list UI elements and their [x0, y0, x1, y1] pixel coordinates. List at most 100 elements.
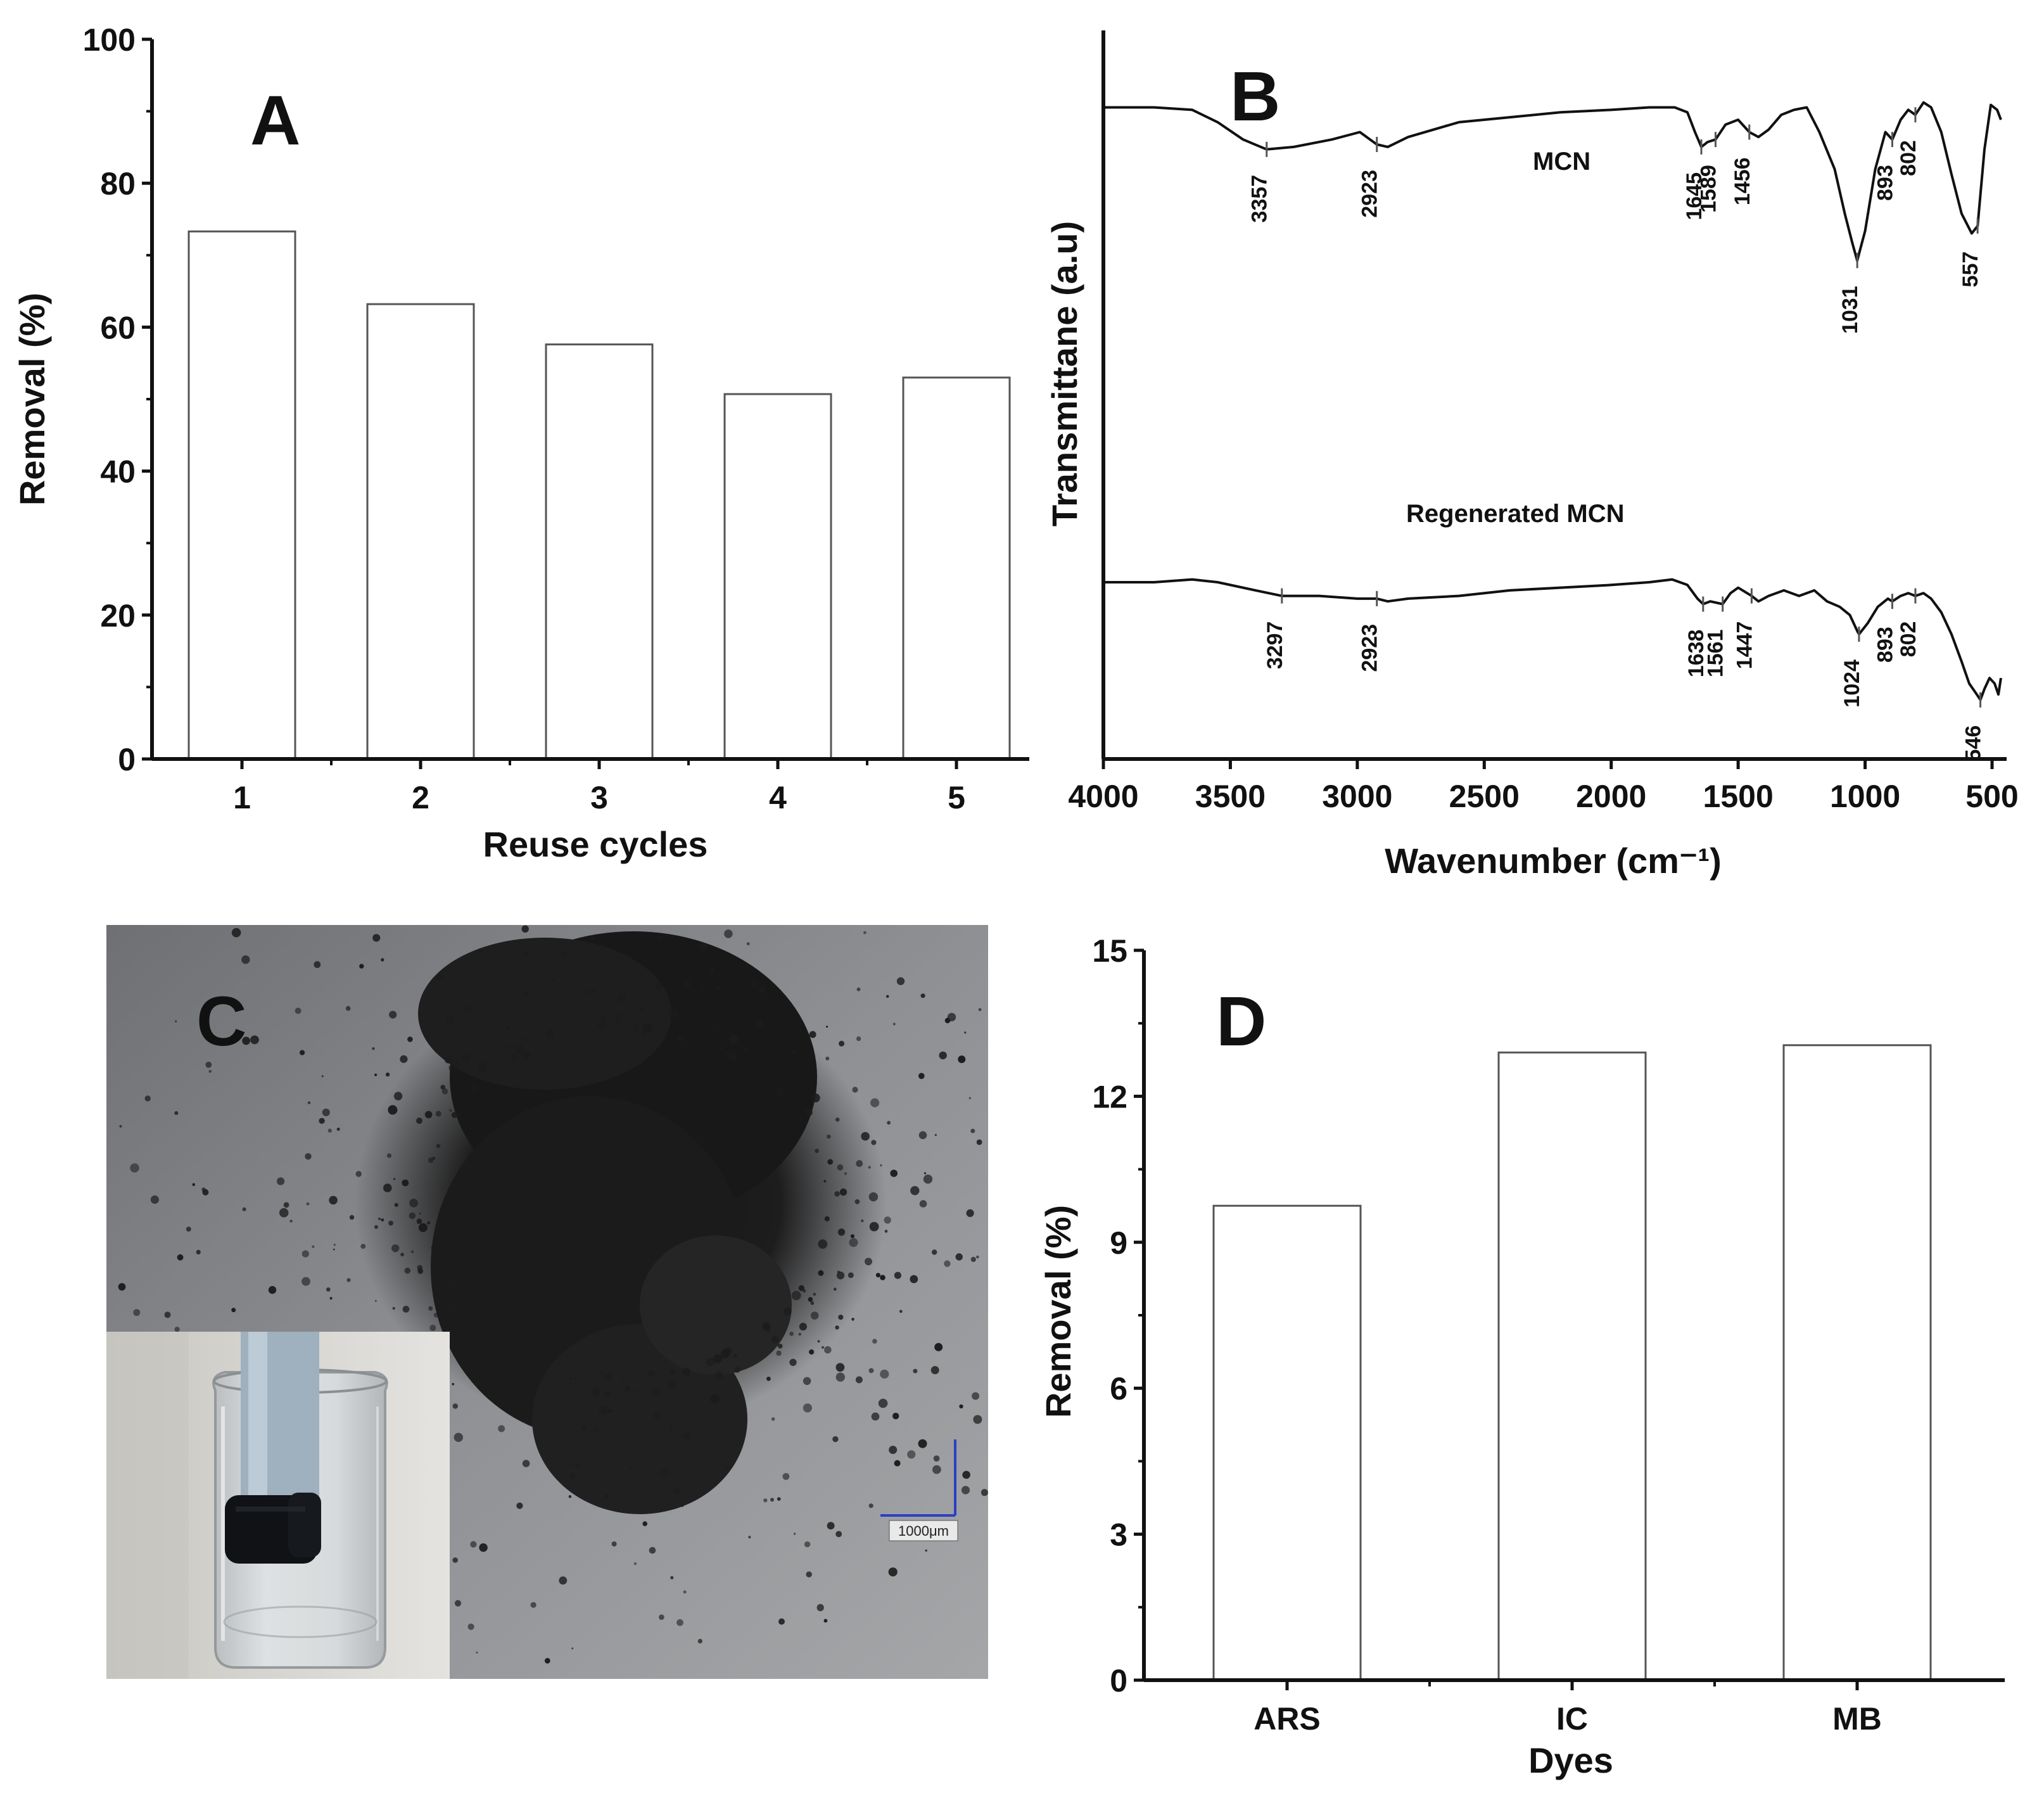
panel-b-x-tick-label: 2000: [1576, 779, 1646, 814]
powder-speck: [724, 929, 733, 938]
panel-d-x-tick-label: MB: [1832, 1701, 1882, 1737]
powder-speck: [910, 1275, 918, 1284]
powder-speck: [709, 967, 716, 974]
powder-speck: [868, 1192, 879, 1202]
powder-speck: [586, 989, 592, 995]
panel-b-peak-label: 1638: [1684, 630, 1708, 678]
powder-speck: [449, 1291, 459, 1301]
powder-speck: [838, 1315, 844, 1320]
powder-speck: [725, 1446, 727, 1449]
powder-speck: [458, 1348, 465, 1355]
panel-d-bar: [1497, 1051, 1647, 1681]
panel-a-bar: [902, 376, 1011, 760]
panel-b-peak-label: 802: [1896, 140, 1920, 176]
powder-speck: [771, 1417, 775, 1421]
panel-d-x-axis-title: Dyes: [1528, 1740, 1613, 1780]
panel-a-y-tick-label: 60: [100, 310, 136, 345]
powder-speck: [417, 1268, 424, 1274]
powder-speck: [718, 1045, 724, 1051]
panel-c-powder: [355, 931, 887, 1514]
powder-speck: [648, 1370, 655, 1377]
powder-speck: [856, 1160, 863, 1167]
powder-speck: [451, 1112, 458, 1118]
powder-speck: [435, 1111, 441, 1117]
powder-speck: [448, 1064, 457, 1072]
powder-speck: [319, 1118, 325, 1124]
powder-speck: [400, 1055, 408, 1063]
powder-speck: [302, 1250, 309, 1258]
panel-b-peak-label: 802: [1896, 622, 1920, 658]
powder-speck: [878, 1398, 888, 1408]
panel-b-series-label-regenerated: Regenerated MCN: [1406, 500, 1625, 528]
powder-speck: [934, 1133, 937, 1137]
powder-speck: [818, 1270, 824, 1276]
powder-speck: [392, 1306, 395, 1310]
powder-speck: [865, 1258, 872, 1266]
powder-speck: [528, 1353, 531, 1356]
powder-speck: [728, 1035, 738, 1044]
powder-speck: [889, 1446, 898, 1454]
powder-speck: [717, 986, 721, 990]
powder-speck: [374, 1073, 378, 1076]
powder-speck: [333, 1244, 336, 1246]
powder-speck: [381, 958, 384, 962]
powder-speck: [970, 1128, 975, 1133]
powder-speck: [592, 987, 597, 992]
powder-speck: [798, 1332, 802, 1336]
powder-speck: [847, 1272, 854, 1278]
powder-speck: [550, 978, 555, 982]
powder-speck: [479, 1543, 488, 1552]
powder-speck: [144, 1095, 151, 1102]
powder-speck: [374, 1225, 378, 1229]
powder-speck: [242, 1036, 250, 1045]
powder-speck: [856, 987, 861, 991]
powder-speck: [818, 1239, 828, 1249]
powder-speck: [329, 1195, 338, 1205]
powder-speck: [597, 1021, 606, 1030]
powder-speck: [919, 1200, 927, 1208]
powder-speck: [604, 1391, 611, 1398]
powder-speck: [478, 948, 482, 953]
panel-b-series-label-mcn: MCN: [1533, 148, 1590, 175]
powder-speck: [312, 1245, 315, 1248]
powder-speck: [809, 1349, 815, 1355]
powder-speck: [959, 1404, 963, 1409]
powder-speck: [602, 1016, 606, 1019]
powder-speck: [654, 1412, 662, 1420]
panel-a-x-tick-label: 3: [590, 780, 608, 815]
powder-speck: [899, 1310, 903, 1313]
powder-speck: [962, 1470, 970, 1479]
powder-speck: [833, 1287, 837, 1291]
powder-speck: [810, 1301, 815, 1305]
panel-c-scale-label: 1000μm: [898, 1523, 949, 1539]
powder-speck: [544, 1658, 550, 1664]
powder-speck: [591, 1387, 600, 1396]
panel-b-x-tick-label: 3000: [1322, 779, 1392, 814]
powder-speck: [404, 1267, 411, 1274]
powder-speck: [806, 1571, 812, 1578]
powder-speck: [511, 1054, 517, 1060]
powder-speck: [823, 1619, 828, 1623]
powder-speck: [513, 1061, 516, 1064]
powder-speck: [345, 1005, 351, 1011]
powder-speck: [409, 1212, 416, 1220]
panel-a-y-tick-label: 0: [118, 742, 136, 777]
powder-speck: [870, 1098, 880, 1107]
panel-a-y-axis-title: Removal (%): [12, 293, 52, 506]
powder-speck: [409, 1199, 419, 1208]
powder-speck: [571, 1647, 574, 1650]
powder-speck: [454, 1432, 463, 1442]
panel-a-y-tick-label: 40: [100, 454, 136, 490]
panel-a-x-tick-label: 5: [948, 780, 965, 815]
powder-speck: [642, 1521, 647, 1526]
powder-speck: [924, 1172, 926, 1175]
powder-speck: [454, 1600, 462, 1607]
powder-speck: [716, 1026, 720, 1030]
powder-speck: [813, 1292, 816, 1296]
powder-speck: [871, 1140, 877, 1145]
powder-speck: [794, 1533, 796, 1535]
powder-speck: [507, 1026, 511, 1031]
powder-speck: [861, 1132, 870, 1141]
powder-speck: [523, 990, 530, 997]
powder-speck: [569, 1377, 572, 1380]
